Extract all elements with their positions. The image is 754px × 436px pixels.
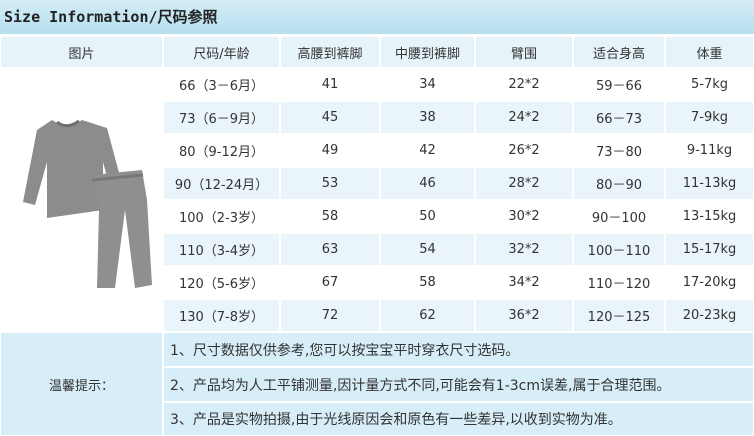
table-cell: 42 [380,134,475,167]
header-cell: 尺码/年龄 [163,36,280,68]
header-cell: 图片 [0,36,163,68]
table-cell: 53 [280,167,380,200]
table-cell: 100（2-3岁） [163,200,280,233]
table-cell: 41 [280,68,380,101]
table-cell: 17-20kg [665,266,754,299]
table-cell: 34 [380,68,475,101]
table-cell: 50 [380,200,475,233]
table-cell: 49 [280,134,380,167]
header-cell: 适合身高 [573,36,665,68]
header-cell: 中腰到裤脚 [380,36,475,68]
table-cell: 80（9-12月） [163,134,280,167]
table-cell: 120－125 [573,299,665,332]
table-cell: 36*2 [475,299,573,332]
table-cell: 58 [380,266,475,299]
table-cell: 120（5-6岁） [163,266,280,299]
table-cell: 24*2 [475,101,573,134]
header-cell: 高腰到裤脚 [280,36,380,68]
table-cell: 13-15kg [665,200,754,233]
table-cell: 72 [280,299,380,332]
table-cell: 46 [380,167,475,200]
table-cell: 66（3－6月） [163,68,280,101]
table-cell: 38 [380,101,475,134]
table-cell: 130（7-8岁） [163,299,280,332]
table-cell: 59－66 [573,68,665,101]
table-cell: 63 [280,233,380,266]
product-image [0,68,163,332]
table-cell: 100－110 [573,233,665,266]
table-cell: 67 [280,266,380,299]
note-item: 3、产品是实物拍摄,由于光线原因会和原色有一些差异,以收到实物为准。 [163,402,754,436]
title: Size Information/尺码参照 [0,0,754,36]
table-cell: 110－120 [573,266,665,299]
table-cell: 5-7kg [665,68,754,101]
table-cell: 32*2 [475,233,573,266]
table-cell: 9-11kg [665,134,754,167]
table-cell: 66－73 [573,101,665,134]
table-cell: 62 [380,299,475,332]
table-cell: 80－90 [573,167,665,200]
table-cell: 15-17kg [665,233,754,266]
note-item: 1、尺寸数据仅供参考,您可以按宝宝平时穿衣尺寸选码。 [163,332,754,367]
table-cell: 45 [280,101,380,134]
table-cell: 20-23kg [665,299,754,332]
header-cell: 体重 [665,36,754,68]
table-cell: 58 [280,200,380,233]
table-cell: 30*2 [475,200,573,233]
note-item: 2、产品均为人工平铺测量,因计量方式不同,可能会有1-3cm误差,属于合理范围。 [163,367,754,402]
table-cell: 73－80 [573,134,665,167]
header-cell: 臂围 [475,36,573,68]
table-cell: 28*2 [475,167,573,200]
table-cell: 22*2 [475,68,573,101]
table-cell: 54 [380,233,475,266]
table-cell: 7-9kg [665,101,754,134]
clothes-illustration [22,119,152,288]
table-cell: 73（6－9月） [163,101,280,134]
notes-label: 温馨提示： [0,332,163,436]
table-cell: 90－100 [573,200,665,233]
table-cell: 110（3-4岁） [163,233,280,266]
table-cell: 34*2 [475,266,573,299]
table-cell: 26*2 [475,134,573,167]
table-cell: 90（12-24月） [163,167,280,200]
table-cell: 11-13kg [665,167,754,200]
